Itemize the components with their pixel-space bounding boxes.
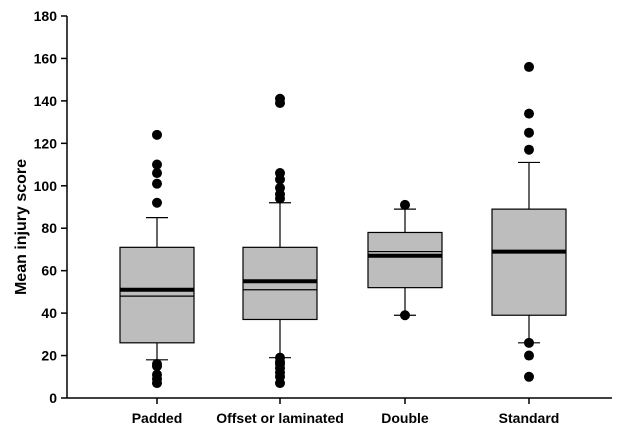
outlier-point xyxy=(275,182,285,193)
outlier-point xyxy=(152,197,162,208)
outlier-point xyxy=(152,369,162,380)
outlier-point xyxy=(400,199,410,210)
x-category-label: Padded xyxy=(132,410,183,426)
outlier-point xyxy=(152,159,162,170)
outlier-point xyxy=(275,93,285,104)
outlier-point xyxy=(152,359,162,370)
y-tick-label: 160 xyxy=(34,50,58,66)
box-iqr xyxy=(491,208,567,316)
box-iqr xyxy=(119,246,195,344)
outlier-point xyxy=(524,108,534,119)
outlier-point xyxy=(524,371,534,382)
outlier-point xyxy=(275,168,285,179)
y-tick-label: 80 xyxy=(41,220,57,236)
y-tick-label: 180 xyxy=(34,8,58,24)
x-category-label: Double xyxy=(381,410,429,426)
outlier-point xyxy=(400,310,410,321)
x-category-label: Standard xyxy=(499,410,560,426)
outlier-point xyxy=(524,61,534,72)
y-tick-label: 100 xyxy=(34,178,58,194)
x-category-label: Offset or laminated xyxy=(216,410,344,426)
y-tick-label: 120 xyxy=(34,135,58,151)
plot-area: 0 20 40 60 80 100 120 140 160 180 Padded Offset or … xyxy=(34,8,612,426)
outlier-point xyxy=(152,178,162,189)
outlier-point xyxy=(524,337,534,348)
outlier-point xyxy=(152,129,162,140)
outlier-point xyxy=(524,127,534,138)
y-axis-title: Mean injury score xyxy=(13,159,30,295)
outlier-point xyxy=(152,168,162,179)
y-tick-label: 0 xyxy=(49,390,57,406)
box-iqr xyxy=(367,231,443,289)
box-iqr xyxy=(242,246,318,321)
y-tick-label: 60 xyxy=(41,263,57,279)
outlier-point xyxy=(524,350,534,361)
y-tick-label: 40 xyxy=(41,305,57,321)
outlier-point xyxy=(524,144,534,155)
outlier-point xyxy=(275,352,285,363)
y-tick-label: 140 xyxy=(34,93,58,109)
y-tick-label: 20 xyxy=(41,348,57,364)
